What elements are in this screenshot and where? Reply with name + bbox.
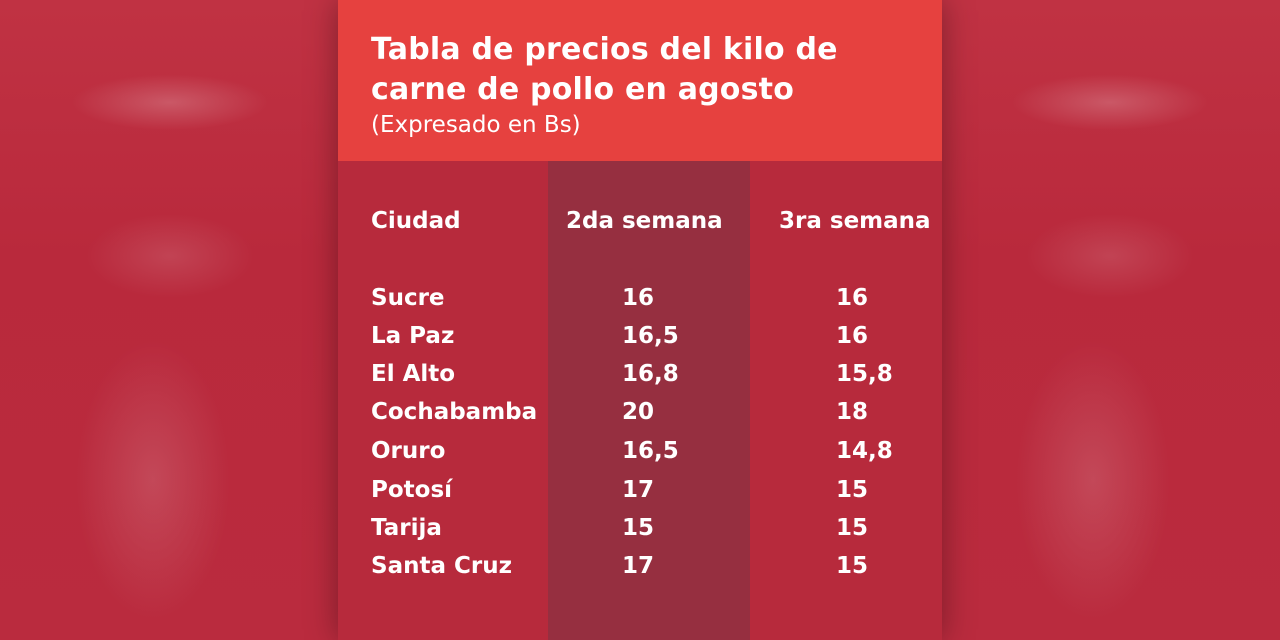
- week2-price-cell: 16,5: [622, 438, 679, 464]
- city-cell: Cochabamba: [371, 399, 538, 425]
- table-row: Sucre 16 16: [338, 279, 942, 317]
- table-row: La Paz 16,5 16: [338, 317, 942, 355]
- city-cell: Oruro: [371, 438, 446, 464]
- week3-price-cell: 15,8: [836, 361, 893, 387]
- week3-price-cell: 16: [836, 323, 869, 349]
- week2-price-cell: 15: [622, 515, 655, 541]
- city-cell: La Paz: [371, 323, 455, 349]
- week2-price-cell: 16: [622, 285, 655, 311]
- table-row: Cochabamba 20 18: [338, 393, 942, 431]
- blurred-background-left: [0, 0, 340, 640]
- page-title: Tabla de precios del kilo de carne de po…: [371, 32, 838, 107]
- week2-price-cell: 16,5: [622, 323, 679, 349]
- week3-price-cell: 14,8: [836, 438, 893, 464]
- city-cell: El Alto: [371, 361, 456, 387]
- week2-price-cell: 16,8: [622, 361, 679, 387]
- table-row: Oruro 16,5 14,8: [338, 432, 942, 470]
- week3-price-cell: 18: [836, 399, 869, 425]
- table-row: Potosí 17 15: [338, 471, 942, 509]
- city-cell: Tarija: [371, 515, 442, 541]
- week3-price-cell: 16: [836, 285, 869, 311]
- page-subtitle: (Expresado en Bs): [371, 112, 581, 138]
- week2-price-cell: 17: [622, 477, 655, 503]
- week3-price-cell: 15: [836, 553, 869, 579]
- column-header-week3: 3ra semana: [779, 208, 931, 234]
- table-row: Santa Cruz 17 15: [338, 547, 942, 585]
- highlighted-column-week2: [548, 161, 750, 640]
- blurred-background-right: [940, 0, 1280, 640]
- week3-price-cell: 15: [836, 515, 869, 541]
- price-table-card: Tabla de precios del kilo de carne de po…: [338, 0, 942, 640]
- week2-price-cell: 20: [622, 399, 655, 425]
- city-cell: Santa Cruz: [371, 553, 512, 579]
- card-header: Tabla de precios del kilo de carne de po…: [338, 0, 942, 161]
- week3-price-cell: 15: [836, 477, 869, 503]
- city-cell: Sucre: [371, 285, 445, 311]
- table-row: Tarija 15 15: [338, 509, 942, 547]
- week2-price-cell: 17: [622, 553, 655, 579]
- city-cell: Potosí: [371, 477, 453, 503]
- column-header-week2: 2da semana: [566, 208, 723, 234]
- column-header-city: Ciudad: [371, 208, 461, 234]
- table-row: El Alto 16,8 15,8: [338, 355, 942, 393]
